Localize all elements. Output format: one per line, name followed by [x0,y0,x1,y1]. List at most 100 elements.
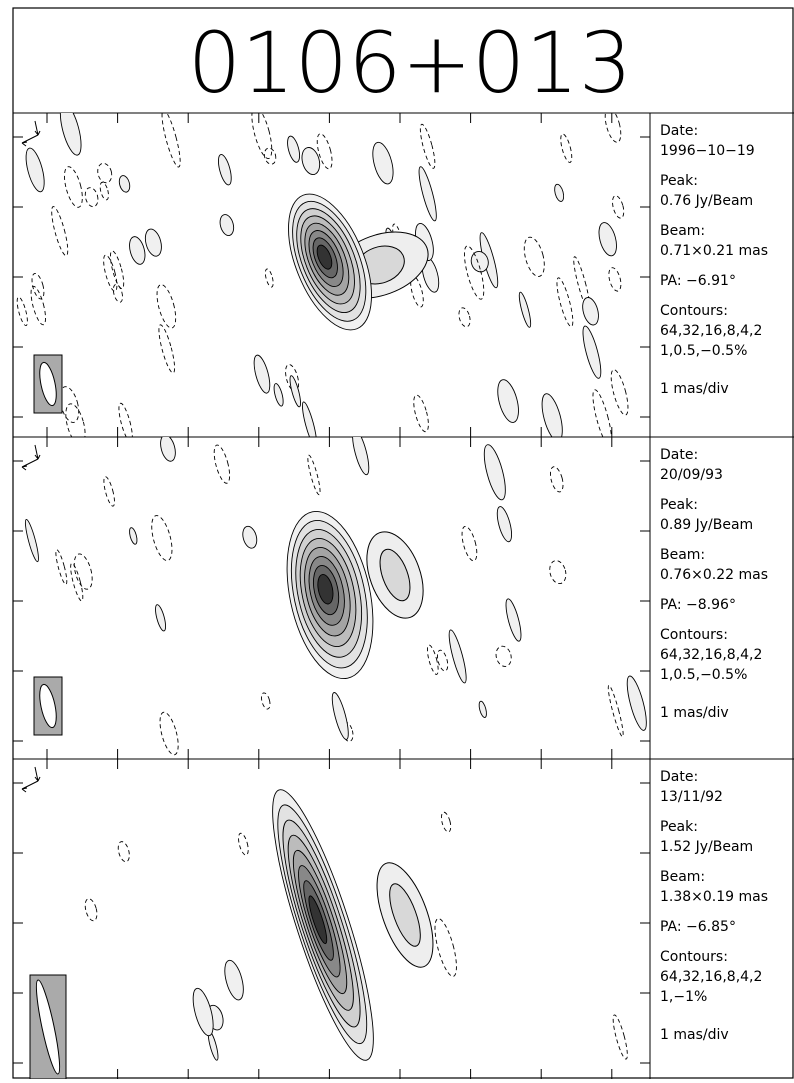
negative-contour [84,187,99,208]
info-date: 20/09/93 [660,467,723,483]
beam [39,361,57,407]
info-scale: 1 mas/div [660,381,729,397]
negative-contour [117,841,130,863]
noise-contour [483,444,506,501]
info-contours-label: Contours: [660,627,728,643]
noise-contour [192,987,214,1037]
noise-contour [301,147,321,176]
info-scale: 1 mas/div [660,705,729,721]
noise-contour [448,629,467,684]
negative-contour [592,389,612,437]
info-contours-2: 1,0.5,−0.5% [660,343,747,359]
noise-contour [289,375,301,408]
negative-contour [70,562,84,602]
negative-contour [73,553,93,590]
noise-contour [372,141,394,185]
noise-contour [155,604,167,632]
negative-contour [238,832,249,856]
info-peak: 0.76 Jy/Beam [660,193,753,209]
negative-contour [549,466,564,493]
negative-contour [264,268,274,288]
negative-contour [307,454,321,496]
info-contours-label: Contours: [660,303,728,319]
info-pa: PA: −8.96° [660,597,736,613]
info-contours-2: 1,−1% [660,989,707,1005]
negative-contour [99,181,109,201]
negative-contour [556,277,574,327]
noise-contour [418,166,437,222]
contour-map [84,789,628,1061]
noise-contour [352,437,370,476]
negative-contour [31,273,45,300]
negative-contour [161,113,181,168]
info-pa: PA: −6.85° [660,919,736,935]
negative-contour [549,560,567,585]
negative-contour [112,284,123,303]
negative-contour [65,403,86,437]
noise-contour [541,393,563,437]
info-beam-label: Beam: [660,547,705,563]
core-contour [316,244,333,270]
core-contour [308,895,328,945]
negative-contour [156,284,177,329]
negative-contour [55,549,68,585]
noise-contour [287,135,301,163]
noise-contour [331,692,349,740]
jet-contour [389,883,421,947]
negative-contour [608,267,622,292]
negative-contour [251,113,273,160]
noise-contour [129,236,146,265]
negative-contour [213,444,231,484]
noise-contour [129,527,138,545]
info-date-label: Date: [660,447,698,463]
negative-contour [612,195,625,219]
negative-contour [560,133,573,163]
negative-contour [16,296,28,327]
noise-contour [505,598,522,642]
negative-contour [604,113,622,143]
noise-contour [24,518,39,563]
frame [12,7,794,1079]
noise-contour [496,506,513,543]
contour-map [24,437,647,756]
info-beam: 0.71×0.21 mas [660,243,768,259]
negative-contour [118,402,133,437]
info-pa: PA: −6.91° [660,273,736,289]
negative-contour [426,644,439,675]
negative-contour [434,918,457,977]
noise-contour [598,222,617,257]
info-contours-label: Contours: [660,949,728,965]
noise-contour [25,147,45,193]
negative-contour [64,166,83,208]
negative-contour [458,307,471,328]
negative-contour [612,1014,628,1060]
orientation-arrows [21,120,41,147]
info-peak-label: Peak: [660,497,698,513]
negative-contour [440,811,452,833]
info-contours-1: 64,32,16,8,4,2 [660,647,762,663]
noise-contour [470,251,489,273]
negative-contour [84,898,98,922]
info-date: 1996−10−19 [660,143,755,159]
orientation-arrows [21,444,41,471]
info-scale: 1 mas/div [660,1027,729,1043]
orientation-arrows [21,766,41,793]
noise-contour [253,354,271,394]
noise-contour [582,325,602,379]
noise-contour [302,401,317,437]
negative-contour [109,250,125,290]
negative-contour [263,147,277,165]
info-beam-label: Beam: [660,869,705,885]
noise-contour [144,228,162,257]
noise-contour [582,297,599,326]
noise-contour [118,175,131,193]
negative-contour [103,476,115,507]
info-beam: 1.38×0.19 mas [660,889,768,905]
info-contours-2: 1,0.5,−0.5% [660,667,747,683]
negative-contour [261,692,271,710]
negative-contour [523,236,545,277]
info-date-label: Date: [660,769,698,785]
jet-contour [379,548,411,602]
info-date-label: Date: [660,123,698,139]
